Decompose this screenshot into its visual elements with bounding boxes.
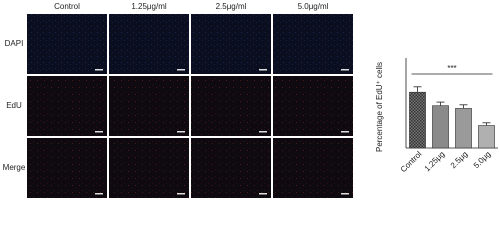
micrograph: [109, 138, 189, 198]
significance: ***: [447, 64, 456, 73]
scale-bar: [177, 193, 185, 195]
micrograph: [109, 14, 189, 74]
row-label: DAPI: [5, 39, 24, 48]
scale-bar: [177, 131, 185, 133]
scale-bar: [341, 69, 349, 71]
bar: [432, 105, 449, 149]
column-label: 1.25μg/ml: [131, 2, 167, 11]
scale-bar: [259, 69, 267, 71]
micrograph: [109, 76, 189, 136]
column-label: Control: [54, 2, 80, 11]
figure: Control 1.25μg/ml 2.5μg/ml 5.0μg/ml DAPI EdU M…: [3, 2, 498, 198]
micrograph: [27, 14, 107, 74]
x-tick-label: 1.25μg: [423, 150, 447, 174]
bar: [455, 108, 472, 149]
micrograph: [191, 138, 271, 198]
micrograph: [27, 138, 107, 198]
scale-bar: [259, 131, 267, 133]
column-label: 5.0μg/ml: [298, 2, 329, 11]
micrograph: [191, 14, 271, 74]
x-tick-label: 5.0μg: [472, 150, 493, 171]
scale-bar: [95, 131, 103, 133]
scale-bar: [341, 193, 349, 195]
micrograph: [191, 76, 271, 136]
micrograph: [273, 76, 353, 136]
x-tick-label: Control: [399, 149, 424, 174]
bar: [409, 91, 426, 149]
micrograph: [27, 76, 107, 136]
scale-bar: [341, 131, 349, 133]
micrograph: [273, 138, 353, 198]
column-label: 2.5μg/ml: [216, 2, 247, 11]
scale-bar: [95, 69, 103, 71]
row-label: EdU: [6, 101, 22, 110]
bar: [478, 125, 495, 149]
row-label: Merge: [3, 163, 26, 172]
scale-bar: [259, 193, 267, 195]
micrograph: [273, 14, 353, 74]
y-axis-label: Percentage of EdU⁺ cells: [375, 62, 384, 152]
scale-bar: [177, 69, 185, 71]
scale-bar: [95, 193, 103, 195]
x-tick-label: 2.5μg: [449, 150, 470, 171]
